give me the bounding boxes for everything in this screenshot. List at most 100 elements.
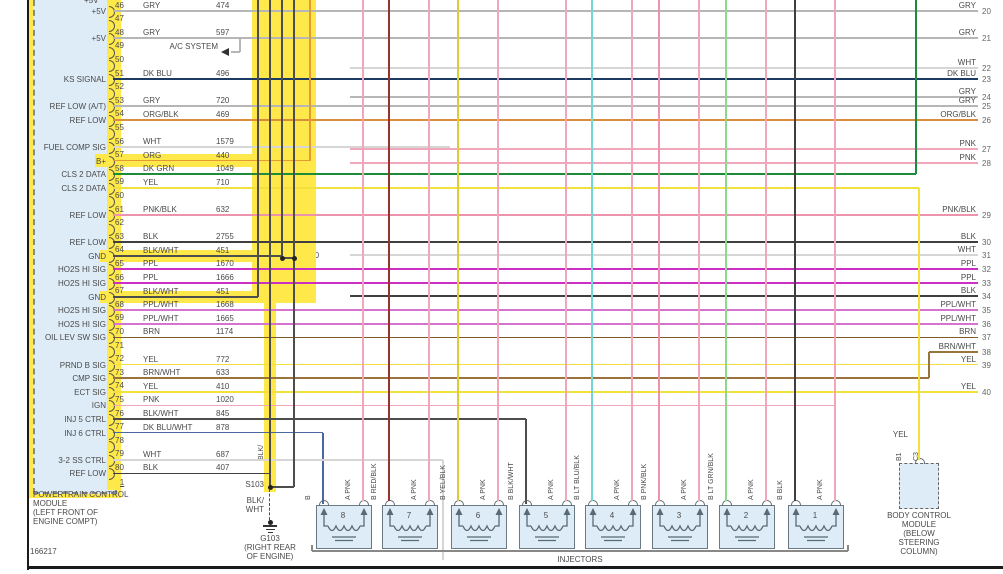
wire [113, 10, 978, 12]
wire [263, 525, 277, 527]
pin-number: 61 [115, 204, 124, 214]
wire [388, 0, 390, 501]
injector-5-box [519, 505, 575, 549]
right-exit-number: 23 [982, 75, 991, 84]
wire [268, 0, 272, 487]
circuit-number: 1666 [216, 273, 234, 282]
wire [565, 0, 567, 501]
circuit-number: 597 [216, 28, 230, 38]
pin-number: 50 [115, 54, 124, 64]
right-exit-number: 34 [982, 292, 991, 301]
pin-signal-label: OIL LEV SW SIG [44, 333, 106, 343]
wire [591, 0, 593, 501]
circuit-number: 687 [216, 449, 230, 459]
injector-5-terminal-a-label: A PNK [548, 479, 555, 500]
wire-color-label: PNK [143, 395, 160, 405]
pin-signal-label: KS SIGNAL [63, 75, 106, 84]
pin-signal-label: REF LOW [69, 238, 106, 248]
s103-ground-wire-label: BLK/ WHT [245, 496, 264, 514]
pin-signal-label: CLS 2 DATA [61, 170, 106, 180]
wire [113, 309, 978, 312]
right-exit-number: 36 [982, 319, 991, 329]
right-exit-color-label: WHT [957, 245, 976, 254]
wire [929, 351, 978, 353]
wire-color-label: PPL [143, 259, 159, 269]
pin-number: 51 [115, 68, 124, 78]
wire [113, 431, 323, 434]
wire [239, 38, 241, 52]
injector-terminal-arc [562, 500, 572, 506]
pin-number: 70 [115, 326, 124, 336]
pin-number: 78 [115, 435, 124, 445]
injector-7-terminal-a-label: A PNK [411, 479, 418, 500]
injector-1-box [788, 505, 844, 549]
pin-number: 71 [115, 340, 124, 350]
right-exit-color-label: PPL/WHT [940, 313, 976, 323]
wire [282, 257, 294, 259]
wire-color-label: YEL [143, 354, 159, 364]
pin-number: 75 [115, 394, 124, 404]
wire-color-label: PPL/WHT [143, 300, 179, 310]
wire-color-label: GRY [143, 1, 161, 10]
circuit-number: 1049 [216, 164, 234, 174]
circuit-number: 720 [216, 96, 230, 106]
wire [113, 187, 919, 189]
wire [834, 0, 836, 501]
wire [765, 0, 767, 501]
injector-6-terminal-a-label: A PNK [480, 479, 487, 500]
injector-3-terminal-a-label: A PNK [681, 479, 688, 500]
wire [322, 432, 324, 504]
right-exit-number: 30 [982, 238, 991, 248]
pin-number: 73 [115, 367, 124, 377]
injector-terminal-arc [762, 500, 772, 506]
bcm-wire-color-label: YEL [892, 430, 908, 439]
wire [525, 419, 527, 504]
wire-color-label: DK BLU [143, 69, 172, 78]
wire-color-label: DK GRN [143, 164, 175, 174]
wire [350, 67, 978, 69]
circuit-number: 772 [216, 354, 230, 364]
wire-color-label: ORG/BLK [143, 109, 179, 119]
splice-dot [267, 519, 273, 525]
ground-wire-dashed [269, 489, 270, 520]
right-exit-color-label: GRY [958, 87, 976, 96]
wire [113, 268, 978, 271]
pin-connector-arc [109, 427, 115, 440]
wire [312, 550, 848, 552]
injector-terminal-arc [831, 500, 841, 506]
wire [113, 241, 978, 244]
right-exit-number: 40 [982, 387, 991, 397]
pin-connector-arc [109, 87, 115, 100]
pin-signal-label: GND [88, 251, 106, 261]
pin-connector-arc [109, 359, 115, 372]
pin-number: 60 [115, 190, 124, 200]
injector-7-number: 7 [406, 511, 412, 520]
wire [350, 96, 978, 98]
pin-number: 53 [115, 95, 124, 105]
right-exit-color-label: BRN [959, 327, 976, 337]
pin-number: 77 [115, 422, 124, 432]
ground-g103-label: G103 (RIGHT REAR OF ENGINE) [244, 534, 296, 561]
injector-terminal-arc [628, 500, 638, 506]
right-exit-number: 27 [982, 145, 991, 154]
wire [928, 352, 930, 379]
wire [113, 418, 526, 420]
injector-4-box [585, 505, 641, 549]
right-exit-color-label: PPL [960, 259, 976, 269]
right-exit-number: 24 [982, 93, 991, 102]
wire [113, 105, 978, 107]
right-exit-color-label: PPL/WHT [940, 300, 976, 310]
pin-number: 69 [115, 313, 124, 323]
circuit-number: 496 [216, 69, 230, 78]
wire [725, 0, 727, 501]
diagram-frame-bottom [27, 566, 1003, 569]
right-exit-color-label: GRY [958, 1, 976, 10]
wire-color-label: BLK/WHT [143, 245, 179, 255]
circuit-number: 2755 [216, 232, 234, 242]
right-exit-number: 39 [982, 360, 991, 370]
pin-signal-label: HO2S HI SIG [57, 306, 106, 316]
right-exit-number: 35 [982, 306, 991, 316]
bcm-module-box [899, 463, 939, 509]
pin-signal-label: REF LOW (A/T) [49, 102, 106, 112]
ac-system-reference-label: A/C SYSTEM [169, 42, 218, 51]
